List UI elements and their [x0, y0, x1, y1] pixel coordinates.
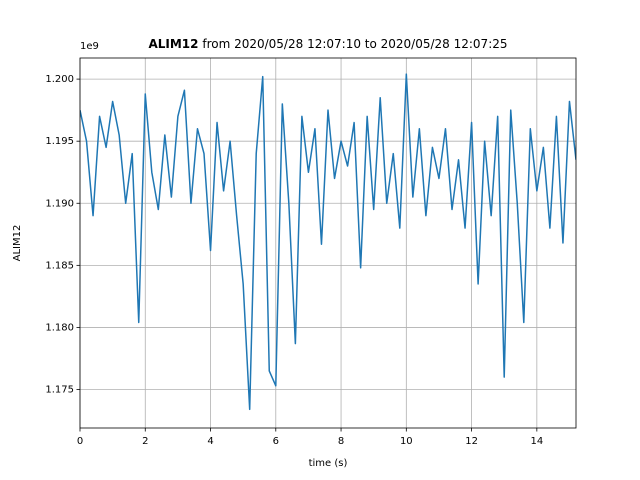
y-offset-label: 1e9 — [80, 41, 99, 52]
x-tick-label: 6 — [273, 436, 279, 447]
x-tick-label: 0 — [77, 436, 83, 447]
y-tick-label: 1.185 — [45, 260, 74, 271]
data-line — [80, 73, 576, 411]
y-tick-label: 1.195 — [45, 136, 74, 147]
x-tick-label: 8 — [338, 436, 344, 447]
x-tick-label: 10 — [400, 436, 413, 447]
title-range: from 2020/05/28 12:07:10 to 2020/05/28 1… — [202, 37, 507, 51]
x-tick-label: 14 — [530, 436, 543, 447]
chart-title: ALIM12 from 2020/05/28 12:07:10 to 2020/… — [148, 37, 507, 51]
title-name: ALIM12 — [148, 37, 198, 51]
y-axis-label: ALIM12 — [12, 225, 23, 262]
x-tick-label: 2 — [142, 436, 148, 447]
axes-frame — [79, 57, 577, 429]
y-tick-label: 1.180 — [45, 322, 74, 333]
x-axis-label: time (s) — [309, 458, 348, 469]
y-tick-label: 1.175 — [45, 385, 74, 396]
x-tick-label: 4 — [207, 436, 213, 447]
y-tick-label: 1.190 — [45, 198, 74, 209]
y-tick-label: 1.200 — [45, 74, 74, 85]
x-tick-label: 12 — [465, 436, 478, 447]
plot-area: 0 2 4 6 8 10 12 14 1.175 1.180 1.185 1.190 1.195 1.20… — [45, 57, 577, 447]
